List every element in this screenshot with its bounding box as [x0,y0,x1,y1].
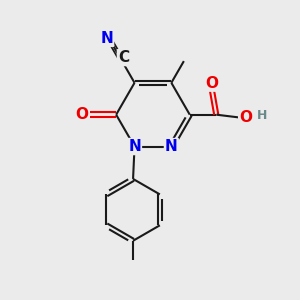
Text: C: C [118,50,129,65]
Text: N: N [128,139,141,154]
Text: O: O [205,76,218,91]
Text: N: N [165,139,178,154]
Text: H: H [256,109,267,122]
Text: O: O [75,107,88,122]
Text: O: O [239,110,252,125]
Text: N: N [100,31,113,46]
